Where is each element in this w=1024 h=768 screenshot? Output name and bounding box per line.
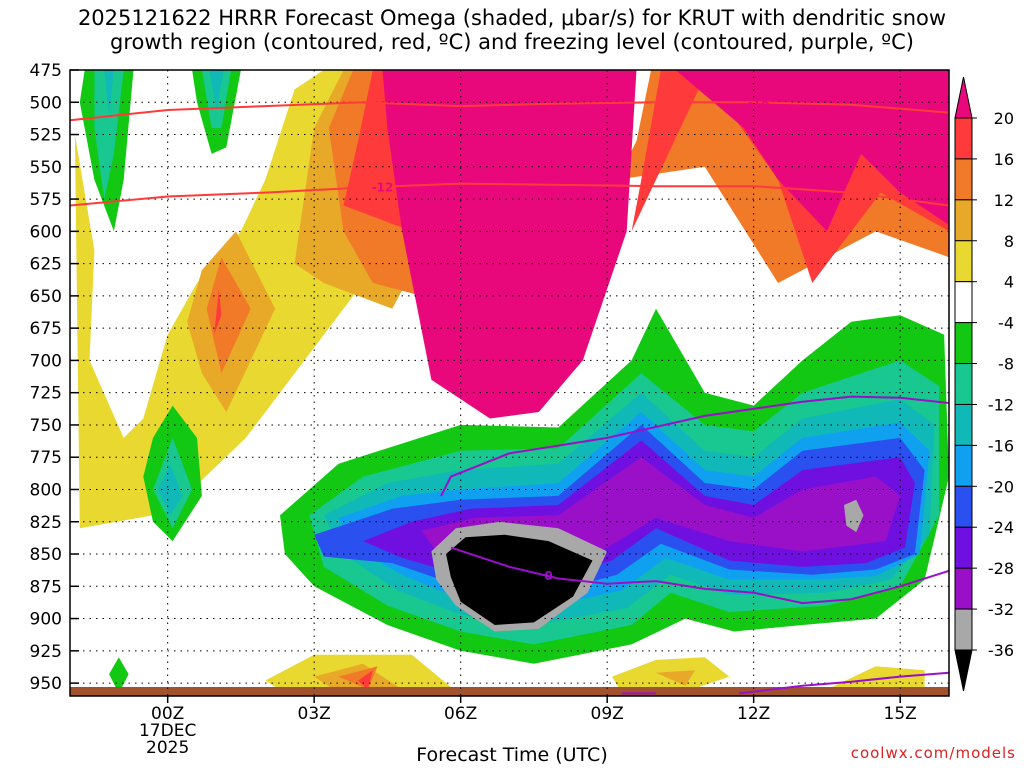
- colorbar-band-11: [954, 567, 973, 610]
- chart-title: 2025121622 HRRR Forecast Omega (shaded, …: [0, 6, 1024, 54]
- dendritic-contour-1: [70, 182, 949, 207]
- y-tick-label-9: 700: [30, 351, 62, 371]
- y-tick-label-18: 925: [30, 642, 62, 662]
- colorbar-label-13: -36: [988, 641, 1014, 660]
- colorbar-label-3: 8: [1004, 232, 1014, 251]
- y-tick-label-12: 775: [30, 448, 62, 468]
- omega-shading: [70, 70, 949, 696]
- y-tick-label-7: 650: [30, 287, 62, 307]
- colorbar-band-9: [954, 485, 973, 528]
- x-tick-label-0: 00Z: [151, 704, 184, 724]
- y-tick-label-3: 550: [30, 158, 62, 178]
- x-tick-label-3: 09Z: [591, 704, 624, 724]
- y-tick-label-0: 475: [30, 61, 62, 81]
- y-tick-label-6: 625: [30, 255, 62, 275]
- colorbar-label-7: -12: [988, 395, 1014, 414]
- colorbar-band-3: [954, 240, 973, 283]
- contour-label-0: -18: [748, 95, 770, 109]
- freezing-level-contour-1: [450, 546, 949, 605]
- y-tick-label-8: 675: [30, 319, 62, 339]
- colorbar-bottom-arrow: [954, 649, 973, 692]
- colorbar-label-12: -32: [988, 600, 1014, 619]
- contour-lines: -18 -12 0: [70, 95, 949, 695]
- x-tick-sublabel-0-0: 17DEC: [139, 721, 196, 741]
- colorbar-label-8: -16: [988, 436, 1014, 455]
- omega-region-7-0: [104, 70, 114, 116]
- omega-region-5-4: [109, 657, 129, 694]
- colorbar-label-11: -28: [988, 559, 1014, 578]
- omega-region-3-0: [214, 289, 222, 335]
- freezing-level-contour-0: [440, 395, 949, 497]
- colorbar-top-arrow: [954, 76, 973, 119]
- contour-label-1: -12: [372, 180, 394, 194]
- x-tick-sublabel-0-1: 2025: [146, 738, 189, 758]
- colorbar-band-7: [954, 403, 973, 446]
- omega-region-7-2: [157, 463, 183, 516]
- colorbar-band-8: [954, 444, 973, 487]
- omega-region-14-0: [70, 687, 949, 696]
- y-tick-label-16: 875: [30, 577, 62, 597]
- plot-frame: [69, 69, 950, 697]
- colorbar-band-12: [954, 608, 973, 651]
- y-tick-label-13: 800: [30, 480, 62, 500]
- omega-region-1-3: [656, 670, 696, 686]
- gridlines: [70, 69, 949, 696]
- y-tick-label-15: 850: [30, 545, 62, 565]
- omega-region-4-0: [382, 70, 637, 419]
- omega-region-3-3: [358, 670, 373, 690]
- colorbar-band-10: [954, 526, 973, 569]
- chart-title-line2: growth region (contoured, red, ºC) and f…: [110, 30, 914, 54]
- x-tick-label-4: 12Z: [737, 704, 770, 724]
- dendritic-contour-0: [70, 101, 949, 122]
- colorbar-band-2: [954, 199, 973, 242]
- y-tick-label-10: 725: [30, 384, 62, 404]
- omega-region-7-1: [209, 70, 224, 109]
- colorbar-label-9: -20: [988, 477, 1014, 496]
- x-tick-label-5: 15Z: [884, 704, 917, 724]
- y-tick-label-5: 600: [30, 222, 62, 242]
- freezing-level-contour-2: [738, 671, 949, 695]
- colorbar-label-2: 12: [994, 191, 1014, 210]
- colorbar-band-4: [954, 281, 973, 324]
- y-tick-label-14: 825: [30, 513, 62, 533]
- colorbar-band-6: [954, 363, 973, 405]
- omega-region-2-0: [206, 257, 251, 374]
- omega-region-12-1: [844, 499, 864, 533]
- credit-text: coolwx.com/models: [850, 744, 1016, 762]
- x-tick-label-2: 06Z: [444, 704, 477, 724]
- colorbar-band-5: [954, 322, 973, 365]
- y-tick-label-17: 900: [30, 610, 62, 630]
- y-tick-label-4: 575: [30, 190, 62, 210]
- y-axis: 475 500 525 550 575 600 625 650 675 700 725 750 775 8…: [30, 61, 79, 694]
- colorbar-label-0: 20: [994, 109, 1014, 128]
- colorbar-label-5: -4: [998, 314, 1014, 333]
- colorbar-label-4: 4: [1004, 273, 1014, 292]
- contour-label-2: 0: [544, 569, 552, 583]
- y-tick-label-1: 500: [30, 93, 62, 113]
- colorbar-label-1: 16: [994, 150, 1014, 169]
- y-tick-label-11: 750: [30, 416, 62, 436]
- colorbar-band-0: [954, 117, 973, 160]
- colorbar-band-1: [954, 158, 973, 201]
- colorbar-label-6: -8: [998, 355, 1014, 374]
- x-axis-label: Forecast Time (UTC): [416, 744, 608, 766]
- colorbar-label-10: -24: [988, 518, 1014, 537]
- chart-title-line1: 2025121622 HRRR Forecast Omega (shaded, …: [77, 6, 947, 30]
- colorbar: 20 16 12 8 4 -4 -8 -12 -16 -20 -24 -28 -32 -36: [954, 76, 1014, 692]
- y-tick-label-2: 525: [30, 126, 62, 146]
- omega-region-4-1: [675, 70, 949, 232]
- y-tick-label-19: 950: [30, 674, 62, 694]
- x-tick-label-1: 03Z: [298, 704, 331, 724]
